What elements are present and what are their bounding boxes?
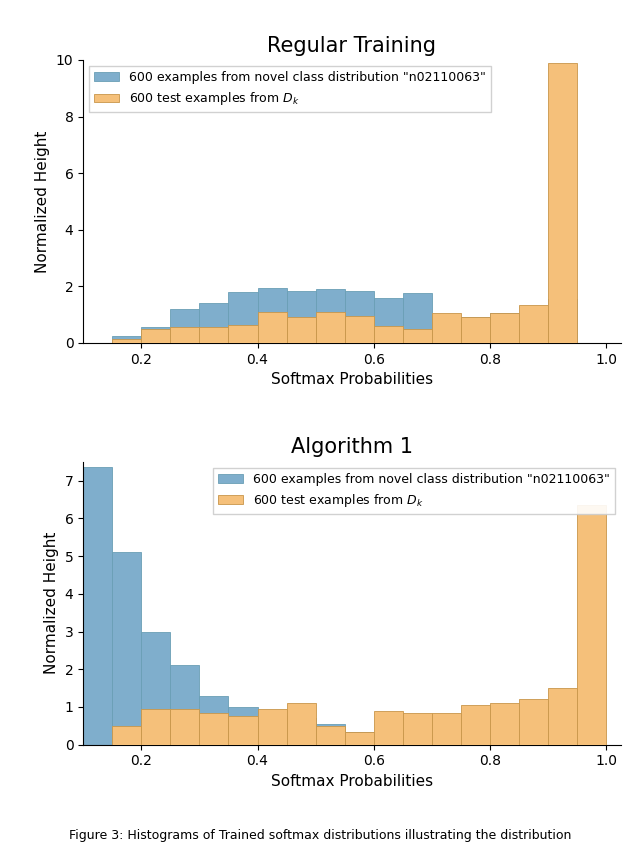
Bar [548, 688, 577, 745]
Legend: 600 examples from novel class distribution "n02110063", 600 test examples from $: 600 examples from novel class distributi… [212, 468, 614, 514]
Bar [170, 709, 200, 745]
Bar [200, 303, 228, 343]
Bar [432, 322, 461, 343]
Bar [170, 327, 200, 343]
Bar [432, 737, 461, 745]
Bar [112, 552, 141, 745]
Bar [345, 732, 374, 745]
Bar [345, 316, 374, 343]
X-axis label: Softmax Probabilities: Softmax Probabilities [271, 774, 433, 789]
X-axis label: Softmax Probabilities: Softmax Probabilities [271, 372, 433, 387]
Bar [490, 313, 519, 343]
Bar [287, 290, 316, 343]
Bar [577, 505, 606, 745]
Bar [519, 305, 548, 343]
Bar [403, 294, 432, 343]
Bar [374, 734, 403, 745]
Bar [403, 735, 432, 745]
Bar [170, 665, 200, 745]
Bar [374, 298, 403, 343]
Title: Algorithm 1: Algorithm 1 [291, 437, 413, 457]
Bar [403, 713, 432, 745]
Bar [228, 292, 257, 343]
Bar [548, 62, 577, 343]
Bar [83, 467, 112, 745]
Bar [519, 741, 548, 745]
Bar [548, 299, 577, 343]
Bar [112, 726, 141, 745]
Bar [461, 318, 490, 343]
Bar [548, 743, 577, 745]
Bar [141, 632, 170, 745]
Bar [490, 741, 519, 745]
Y-axis label: Normalized Height: Normalized Height [35, 130, 51, 272]
Bar [200, 327, 228, 343]
Bar [112, 339, 141, 343]
Bar [490, 704, 519, 745]
Bar [257, 288, 287, 343]
Bar [432, 713, 461, 745]
Bar [519, 699, 548, 745]
Bar [316, 312, 345, 343]
Bar [141, 329, 170, 343]
Bar [141, 709, 170, 745]
Bar [170, 309, 200, 343]
Bar [141, 327, 170, 343]
Bar [374, 710, 403, 745]
Bar [316, 724, 345, 745]
Bar [461, 318, 490, 343]
Bar [228, 707, 257, 745]
Bar [228, 716, 257, 745]
Bar [374, 326, 403, 343]
Bar [461, 705, 490, 745]
Legend: 600 examples from novel class distribution "n02110063", 600 test examples from $: 600 examples from novel class distributi… [90, 66, 492, 112]
Bar [112, 336, 141, 343]
Bar [287, 318, 316, 343]
Bar [432, 313, 461, 343]
Bar [345, 290, 374, 343]
Text: Figure 3: Histograms of Trained softmax distributions illustrating the distribut: Figure 3: Histograms of Trained softmax … [69, 829, 571, 842]
Bar [200, 713, 228, 745]
Bar [316, 726, 345, 745]
Bar [200, 696, 228, 745]
Bar [287, 718, 316, 745]
Bar [345, 732, 374, 745]
Bar [287, 704, 316, 745]
Y-axis label: Normalized Height: Normalized Height [44, 532, 59, 675]
Bar [316, 289, 345, 343]
Bar [257, 709, 287, 745]
Bar [228, 324, 257, 343]
Bar [257, 716, 287, 745]
Bar [257, 312, 287, 343]
Bar [403, 329, 432, 343]
Bar [461, 739, 490, 745]
Bar [490, 313, 519, 343]
Title: Regular Training: Regular Training [268, 36, 436, 56]
Bar [519, 313, 548, 343]
